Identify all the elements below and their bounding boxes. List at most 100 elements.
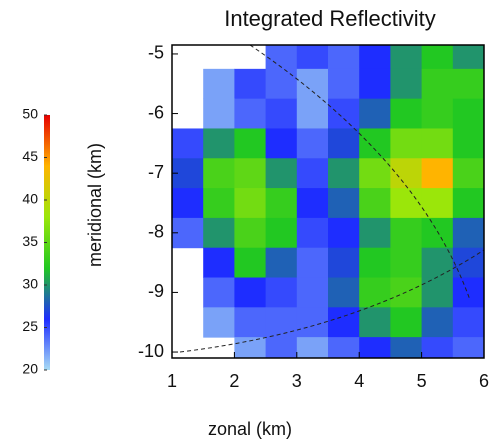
heat-cell [452,158,484,189]
heat-cell [452,277,484,308]
overlay-arcs [179,45,484,353]
heat-cell [359,128,391,159]
heat-cell [265,68,298,100]
heat-cell [265,307,298,338]
heat-cell [452,68,484,100]
heat-cell [265,277,298,308]
heat-cell [296,68,329,100]
x-tick-label: 3 [292,371,302,391]
heat-cell [328,337,360,358]
heat-cell [234,68,267,100]
colorbar-tick-label: 50 [22,106,38,122]
heat-cell [421,217,454,249]
heat-cell [452,337,484,358]
heat-cell [421,188,454,219]
heat-cell [234,337,267,358]
heat-cell [203,247,235,279]
heat-cell [421,247,454,279]
heat-cell [265,188,298,219]
heat-cell [452,307,484,338]
heat-cell [234,188,267,219]
heat-cell [328,98,360,129]
heat-cell [390,158,423,189]
heat-cell [203,307,235,338]
y-axis-label: meridional (km) [85,143,105,267]
heat-cell [203,188,235,219]
heat-cell [452,188,484,219]
heat-cell [296,98,329,129]
heat-cell [390,68,423,100]
heat-cell [390,337,423,358]
x-tick-label: 2 [229,371,239,391]
heat-cell [234,158,267,189]
heat-cell [203,277,235,308]
heat-cell [328,217,360,249]
heat-cell [421,128,454,159]
heat-cell [296,337,329,358]
heat-cell [390,45,423,70]
heat-cell [421,337,454,358]
heat-cell [390,188,423,219]
heat-cell [359,98,391,129]
heat-cell [296,188,329,219]
heat-cell [265,158,298,189]
heat-cell [328,128,360,159]
heat-cell [359,277,391,308]
x-tick-label: 6 [479,371,489,391]
heat-cell [328,68,360,100]
y-tick-label: -9 [148,281,164,301]
x-tick-label: 4 [354,371,364,391]
heat-cell [265,45,298,70]
y-tick-label: -5 [148,43,164,63]
heat-cell [296,158,329,189]
heat-cell [328,188,360,219]
y-tick-label: -6 [148,102,164,122]
heat-cell [390,307,423,338]
heat-cell [328,277,360,308]
heat-cell [421,68,454,100]
heat-cell [359,188,391,219]
chart-title: Integrated Reflectivity [224,6,436,31]
heat-cell [390,128,423,159]
heat-cell [421,158,454,189]
colorbar-tick-label: 40 [22,191,38,207]
dashed-arc [249,45,471,301]
heat-cell [328,307,360,338]
heat-cell [421,45,454,70]
colorbar-tick-label: 25 [22,318,38,334]
colorbar-tick-label: 20 [22,361,38,377]
heat-cell [359,307,391,338]
plot-frame [171,44,485,359]
heat-cell [296,247,329,279]
heat-cell [234,98,267,129]
heat-cell [265,128,298,159]
heat-cell [421,307,454,338]
heat-cell [359,247,391,279]
heat-cell [328,247,360,279]
heat-cell [265,217,298,249]
heat-cell [296,217,329,249]
heat-cell [452,45,484,70]
heat-cell [203,68,235,100]
heat-cell [296,307,329,338]
heat-cell [359,45,391,70]
colorbar-tick-label: 45 [22,148,38,164]
y-tick-label: -7 [148,162,164,182]
heat-cell [234,247,267,279]
heat-cell [359,217,391,249]
heat-cell [359,337,391,358]
heat-cell [172,188,204,219]
heat-cell [296,277,329,308]
heat-cell [234,307,267,338]
heat-cell [390,98,423,129]
heat-cell [359,68,391,100]
heat-cell [265,98,298,129]
heat-cell [172,128,204,159]
dashed-arc [179,249,484,353]
heat-cell [328,45,360,70]
heat-cell [203,128,235,159]
heat-cell [203,158,235,189]
heat-cell [203,98,235,129]
heat-cell [296,128,329,159]
